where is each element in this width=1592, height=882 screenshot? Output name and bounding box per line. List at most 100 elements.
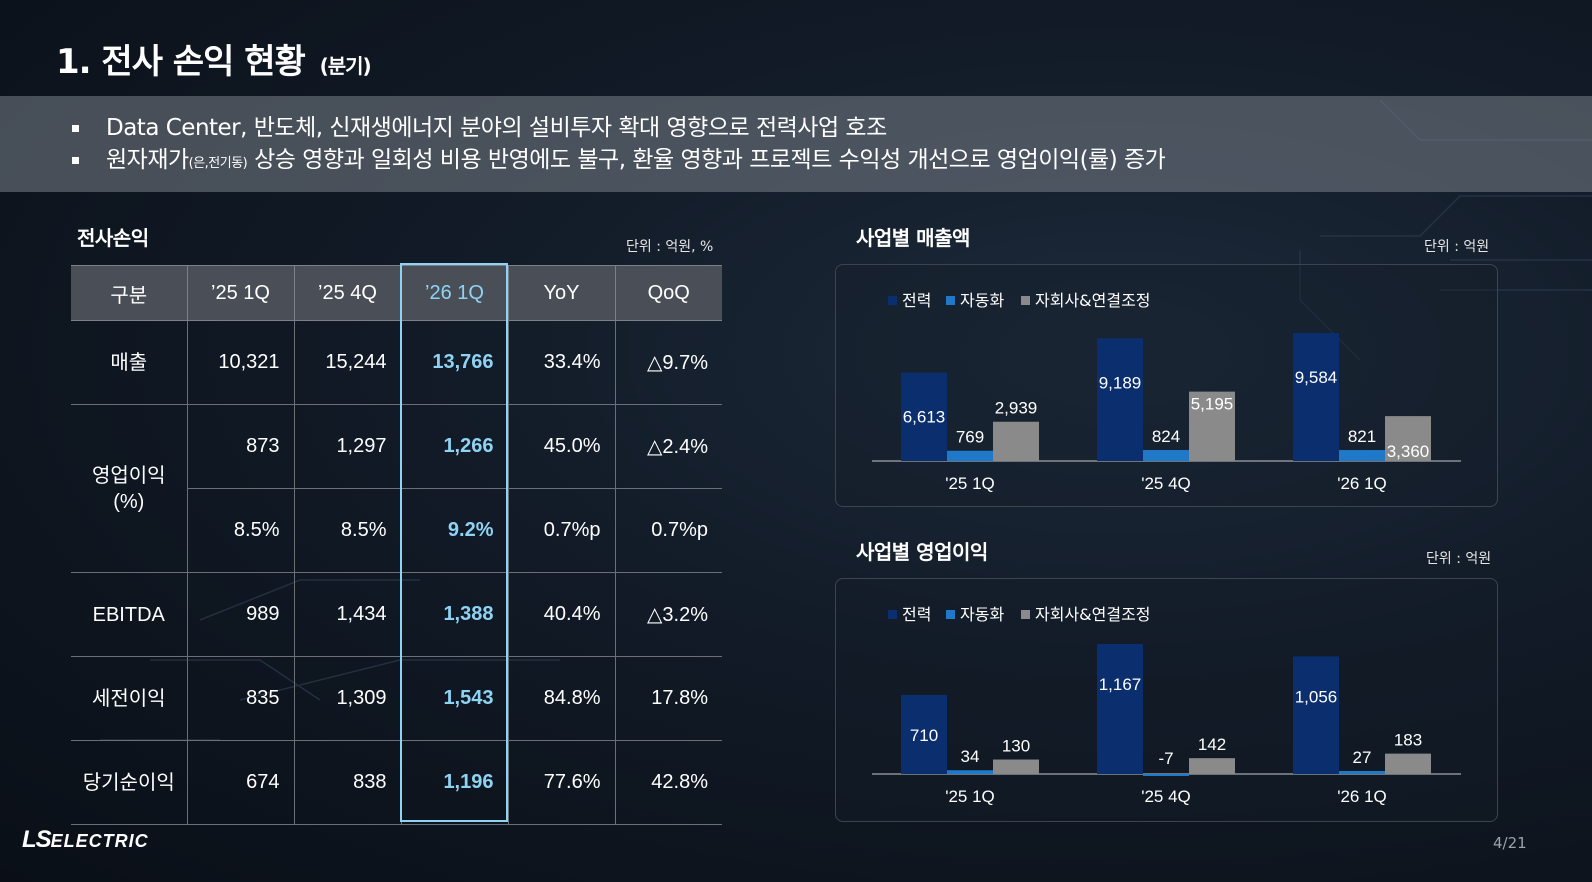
- data-label-1-1: 824: [1152, 427, 1180, 446]
- bar-0-2: [1293, 656, 1339, 774]
- pl-header-25-4q: ’25 4Q: [293, 265, 401, 321]
- page-title: 1. 전사 손익 현황 (분기): [56, 34, 372, 83]
- data-label-0-0: 710: [910, 726, 938, 745]
- table-cell: 42.8%: [614, 740, 722, 825]
- table-cell: 0.7%p: [507, 488, 615, 573]
- table-row: EBITDA 989 1,434 1,388 40.4% △3.2%: [71, 572, 722, 657]
- data-label-0-0: 6,613: [903, 408, 946, 427]
- data-label-1-2: 27: [1353, 748, 1372, 767]
- data-label-0-2: 9,584: [1295, 368, 1338, 387]
- bar-2-1: [1189, 758, 1235, 774]
- pl-header-qoq: QoQ: [614, 265, 722, 321]
- chart-sales-unit: 단위 : 억원: [1424, 239, 1490, 255]
- table-cell: 40.4%: [507, 572, 615, 657]
- bar-0-2: [1293, 333, 1339, 461]
- bar-2-2: [1385, 416, 1431, 461]
- table-cell: 77.6%: [507, 740, 615, 825]
- legend-label-1: 자동화: [960, 605, 1004, 624]
- table-cell: 1,434: [293, 572, 401, 657]
- bar-1-1: [1143, 449, 1189, 461]
- bar-1-0: [947, 450, 993, 461]
- category-label-0: '25 1Q: [945, 787, 995, 806]
- pl-unit-label: 단위 : 억원, %: [626, 239, 714, 255]
- summary-bullet-2-small: (은,전기동): [188, 156, 248, 171]
- summary-bullet-1: Data Center, 반도체, 신재생에너지 분야의 설비투자 확대 영향으…: [70, 112, 1165, 144]
- summary-bullet-2: 원자재가(은,전기동) 상승 영향과 일회성 비용 반영에도 불구, 환율 영향…: [70, 144, 1166, 180]
- bar-2-0: [993, 421, 1039, 461]
- data-label-1-1: -7: [1158, 749, 1173, 768]
- table-cell-highlight: 1,196: [400, 740, 508, 825]
- table-cell: △3.2%: [614, 572, 722, 657]
- page-title-sub: (분기): [319, 54, 372, 78]
- pl-header-yoy: YoY: [507, 265, 615, 321]
- table-cell: △9.7%: [614, 320, 722, 405]
- summary-bullet-2-post: 상승 영향과 일회성 비용 반영에도 불구, 환율 영향과 프로젝트 수익성 개…: [247, 147, 1166, 173]
- table-cell: 8.5%: [186, 488, 294, 573]
- legend-swatch-1: [946, 296, 955, 305]
- chart-op-panel: 전력 자동화 자회사&연결조정 710 34 130 '25 1Q 1,167 -7 142 '25…: [835, 578, 1498, 822]
- table-cell: 33.4%: [507, 320, 615, 405]
- table-cell-highlight: 1,543: [400, 656, 508, 741]
- data-label-0-1: 9,189: [1099, 373, 1142, 392]
- category-label-1: '25 4Q: [1141, 787, 1191, 806]
- page-title-main: 1. 전사 손익 현황: [56, 42, 306, 82]
- bar-0-0: [901, 372, 947, 461]
- bar-1-1: [1143, 774, 1189, 776]
- table-row: 영업이익 (%) 873 1,297 1,266 45.0% △2.4%: [71, 404, 722, 573]
- table-cell: 1,309: [293, 656, 401, 741]
- table-cell: 84.8%: [507, 656, 615, 741]
- table-cell: 0.7%p: [614, 488, 722, 573]
- table-cell: 1,297: [293, 404, 401, 489]
- legend-label-2: 자회사&연결조정: [1035, 605, 1151, 624]
- table-cell: 989: [186, 572, 294, 657]
- legend-label-1: 자동화: [960, 291, 1004, 310]
- table-cell: 835: [186, 656, 294, 741]
- bar-0-0: [901, 694, 947, 774]
- pl-table: 구분 ’25 1Q ’25 4Q ’26 1Q YoY QoQ 매출 10,32…: [71, 265, 722, 825]
- legend-swatch-0: [888, 610, 897, 619]
- legend-swatch-2: [1021, 610, 1030, 619]
- chart-sales-panel: 전력 자동화 자회사&연결조정 6,613 769 2,939 '25 1Q 9,189 824…: [835, 264, 1498, 507]
- data-label-2-0: 130: [1002, 737, 1030, 756]
- data-label-0-1: 1,167: [1099, 675, 1142, 694]
- bar-1-0: [947, 770, 993, 774]
- summary-bullet-2-pre: 원자재가: [106, 147, 189, 173]
- table-cell-highlight: 1,266: [400, 404, 508, 489]
- chart-op-unit: 단위 : 억원: [1426, 551, 1492, 567]
- data-label-1-0: 769: [956, 428, 984, 447]
- page-number: 4/21: [1493, 834, 1527, 852]
- table-cell: 45.0%: [507, 404, 615, 489]
- row-label-sales: 매출: [71, 320, 187, 405]
- table-cell: 17.8%: [614, 656, 722, 741]
- logo-ls-text: LS: [22, 826, 52, 853]
- pl-header-26-1q: ’26 1Q: [400, 265, 508, 321]
- legend-label-0: 전력: [902, 291, 931, 310]
- bar-2-2: [1385, 753, 1431, 774]
- chart-sales-title: 사업별 매출액: [856, 226, 970, 250]
- table-row: 세전이익 835 1,309 1,543 84.8% 17.8%: [71, 656, 722, 741]
- summary-banner: Data Center, 반도체, 신재생에너지 분야의 설비투자 확대 영향으…: [0, 96, 1592, 192]
- data-label-2-1: 5,195: [1191, 395, 1234, 414]
- legend-swatch-2: [1021, 296, 1030, 305]
- row-label-net-income: 당기순이익: [71, 740, 187, 825]
- bar-1-2: [1339, 450, 1385, 461]
- row-label-pretax-income: 세전이익: [71, 656, 187, 741]
- data-label-2-0: 2,939: [995, 399, 1038, 418]
- ls-electric-logo: LSELECTRIC: [22, 826, 149, 854]
- row-label-ebitda: EBITDA: [71, 572, 187, 657]
- pl-header-category: 구분: [71, 265, 187, 321]
- data-label-1-2: 821: [1348, 427, 1376, 446]
- legend-swatch-0: [888, 296, 897, 305]
- chart-op-svg: 전력 자동화 자회사&연결조정 710 34 130 '25 1Q 1,167 -7 142 '25…: [872, 605, 1461, 806]
- table-cell: △2.4%: [614, 404, 722, 489]
- bar-2-1: [1189, 391, 1235, 461]
- table-cell: 8.5%: [293, 488, 401, 573]
- row-label-operating-profit: 영업이익 (%): [71, 404, 187, 573]
- data-label-2-2: 183: [1394, 731, 1422, 750]
- table-cell-highlight: 9.2%: [400, 488, 508, 573]
- data-label-1-0: 34: [961, 747, 980, 766]
- table-row: 매출 10,321 15,244 13,766 33.4% △9.7%: [71, 320, 722, 405]
- table-row: 당기순이익 674 838 1,196 77.6% 42.8%: [71, 740, 722, 825]
- bar-0-1: [1097, 644, 1143, 774]
- bar-1-2: [1339, 770, 1385, 774]
